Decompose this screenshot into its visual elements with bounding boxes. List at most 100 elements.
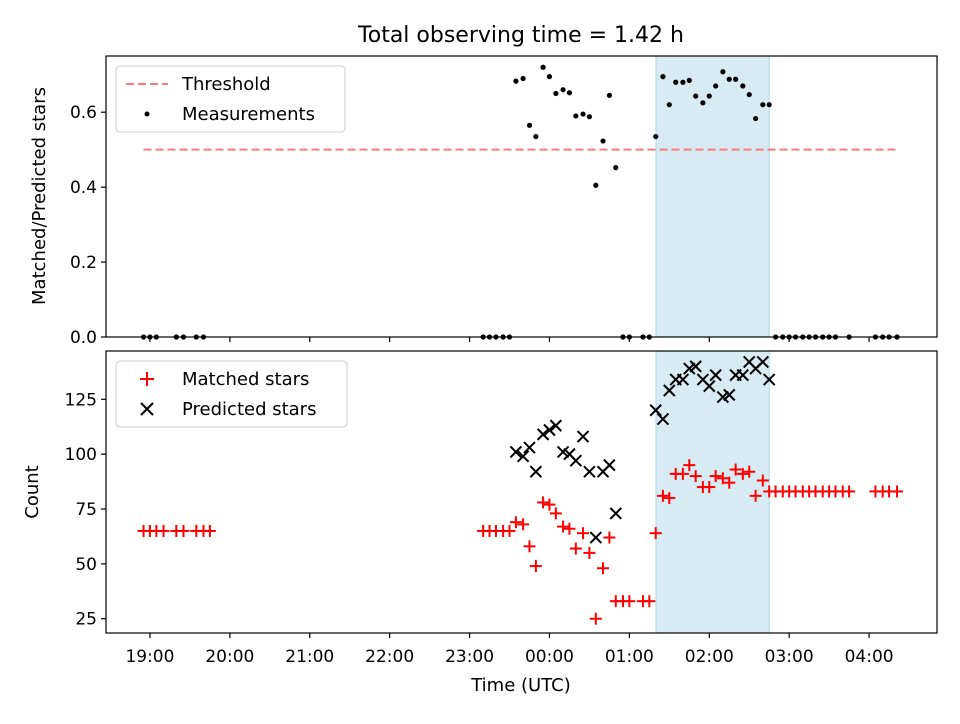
y-tick-label: 75 (75, 500, 97, 520)
predicted-star-point (676, 373, 690, 386)
top-panel-shaded-span (655, 55, 770, 338)
measurement-point (546, 74, 553, 80)
predicted-star-point (569, 454, 583, 467)
matched-star-point (157, 524, 170, 537)
bottom-x-axis: 19:00 20:00 21:00 22:00 23:00 00:00 01:00 02:00… (125, 633, 894, 667)
top-legend-box (115, 65, 346, 133)
threshold-legend-label: Threshold (181, 74, 271, 95)
predicted-star-point (529, 465, 543, 478)
measurement-point (533, 133, 539, 140)
predicted-star-point (536, 428, 550, 441)
matched-star-point (603, 531, 616, 544)
x-tick-label: 21:00 (285, 647, 334, 667)
measurement-point (553, 90, 559, 97)
matched-star-point (583, 546, 596, 559)
measurement-point (766, 102, 772, 108)
predicted-star-point (689, 360, 702, 373)
bottom-y-axis: 25 50 75 100 125 (65, 390, 106, 630)
matched-star-point (736, 467, 749, 480)
matched-star-point (676, 467, 689, 480)
y-tick-label: 25 (75, 610, 97, 630)
x-axis-label: Time (UTC) (470, 675, 571, 696)
predicted-star-point (756, 355, 770, 369)
matched-star-point (623, 595, 636, 608)
measurement-point (526, 122, 533, 128)
x-tick-label: 02:00 (685, 647, 734, 667)
matched-star-point (716, 472, 729, 485)
measurement-point (613, 165, 619, 171)
measurement-point (600, 138, 606, 144)
x-tick-label: 03:00 (765, 647, 814, 667)
matched-star-point (597, 562, 610, 575)
bottom-legend: Matched stars Predicted stars (115, 360, 348, 428)
matched-stars-legend-label: Matched stars (182, 369, 309, 390)
matched-star-point (723, 476, 736, 489)
matched-star-point (656, 489, 669, 502)
x-tick-label: 20:00 (205, 647, 254, 667)
y-tick-label: 50 (75, 555, 97, 575)
predicted-star-point (543, 423, 556, 437)
x-tick-label: 22:00 (365, 647, 414, 667)
matched-star-point (577, 527, 590, 540)
predicted-stars-legend-swatch (140, 402, 154, 416)
matched-star-point (569, 542, 582, 555)
matched-star-point (549, 507, 562, 520)
bottom-panel-frame (105, 350, 938, 634)
predicted-stars-legend-label: Predicted stars (182, 399, 316, 420)
measurement-point (740, 83, 746, 89)
predicted-star-point (509, 445, 523, 459)
predicted-star-point (609, 507, 622, 520)
bottom-y-axis-label: Count (22, 465, 43, 518)
measurements-legend-swatch (144, 111, 150, 117)
predicted-star-point (576, 430, 590, 443)
matched-star-point (749, 489, 762, 502)
measurement-point (520, 75, 526, 82)
x-tick-label: 19:00 (125, 647, 174, 667)
top-panel-frame (105, 55, 938, 338)
x-tick-label: 23:00 (445, 647, 494, 667)
measurement-point (540, 64, 546, 70)
measurement-point (573, 113, 579, 119)
measurement-point (673, 79, 679, 85)
measurement-point (746, 91, 752, 98)
measurement-point (593, 182, 599, 188)
measurement-point (686, 77, 692, 83)
predicted-star-point (603, 458, 616, 472)
measurement-point (586, 114, 593, 120)
bottom-legend-box (115, 360, 348, 428)
measurement-point (760, 102, 766, 108)
matched-star-point (689, 470, 702, 483)
measurement-point (513, 78, 519, 84)
x-tick-label: 00:00 (525, 647, 574, 667)
predicted-star-point (523, 441, 536, 454)
predicted-star-point (589, 531, 603, 544)
top-panel: 0.0 0.2 0.4 0.6 Matched/Predicted stars Thr… (29, 55, 938, 348)
predicted-star-point (583, 465, 596, 478)
measurement-point (566, 90, 573, 96)
y-tick-label: 0.2 (70, 253, 97, 273)
matched-star-point (663, 492, 676, 505)
matched-star-point (517, 518, 530, 531)
matched-star-point (743, 465, 756, 478)
top-y-axis-label: Matched/Predicted stars (29, 87, 50, 305)
x-tick-label: 04:00 (845, 647, 894, 667)
predicted-star-point (663, 384, 676, 397)
measurement-point (713, 83, 719, 89)
matched-star-point (563, 522, 576, 535)
x-tick-label: 01:00 (605, 647, 654, 667)
top-y-axis: 0.0 0.2 0.4 0.6 (70, 103, 106, 348)
predicted-stars-series (509, 355, 776, 544)
matched-stars-legend-swatch (140, 372, 154, 386)
measurements-legend-label: Measurements (182, 104, 315, 125)
y-tick-label: 100 (65, 445, 97, 465)
matched-star-point (509, 516, 522, 529)
measurement-point (580, 111, 586, 117)
matched-star-point (177, 524, 190, 537)
predicted-star-point (736, 368, 750, 382)
measurement-point (693, 93, 699, 99)
predicted-star-point (656, 412, 670, 426)
measurement-point (733, 76, 739, 82)
matched-star-point (843, 485, 856, 498)
matched-stars-series (137, 459, 904, 625)
